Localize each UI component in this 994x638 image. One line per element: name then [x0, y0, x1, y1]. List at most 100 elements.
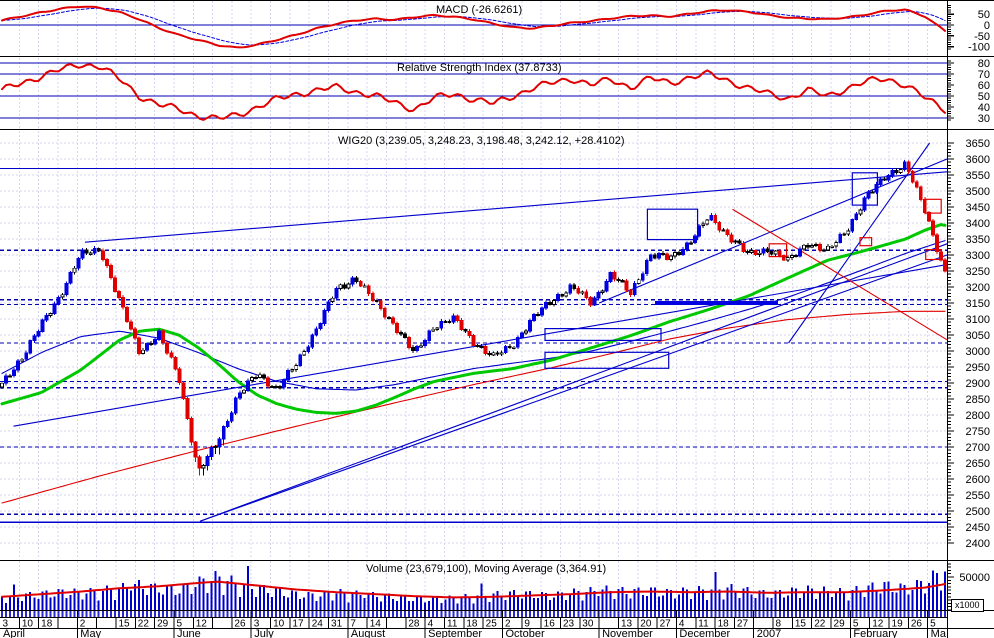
svg-text:2: 2 [80, 619, 86, 630]
svg-text:20: 20 [640, 619, 652, 630]
svg-text:2: 2 [505, 619, 511, 630]
svg-text:3150: 3150 [966, 298, 990, 310]
svg-text:2750: 2750 [966, 426, 990, 438]
price-panel-title: WIG20 (3,239.05, 3,248.23, 3,198.48, 3,2… [338, 135, 625, 147]
svg-text:2800: 2800 [966, 410, 990, 422]
svg-text:18: 18 [466, 619, 478, 630]
svg-text:October: October [505, 628, 544, 638]
volume-panel[interactable] [1, 561, 946, 610]
svg-text:3: 3 [3, 619, 9, 630]
volume-panel-title: Volume (23,679,100), Moving Average (3,3… [366, 563, 607, 575]
macd-panel-title: MACD (-26.6261) [436, 4, 523, 16]
svg-text:2550: 2550 [966, 490, 990, 502]
svg-text:5: 5 [930, 619, 936, 630]
svg-text:14: 14 [370, 619, 382, 630]
svg-text:4: 4 [679, 619, 685, 630]
svg-text:15: 15 [118, 619, 130, 630]
svg-text:25: 25 [486, 619, 498, 630]
price-panel[interactable] [0, 131, 947, 559]
svg-text:2950: 2950 [966, 362, 990, 374]
svg-text:2400: 2400 [966, 538, 990, 550]
svg-text:28: 28 [408, 619, 420, 630]
svg-text:2500: 2500 [966, 506, 990, 518]
svg-text:29: 29 [157, 619, 169, 630]
macd-panel[interactable] [0, 1, 947, 56]
svg-text:70: 70 [978, 69, 990, 81]
svg-text:12: 12 [872, 619, 884, 630]
svg-text:2007: 2007 [757, 628, 781, 638]
svg-text:60: 60 [978, 80, 990, 92]
svg-text:11: 11 [698, 619, 709, 630]
candlesticks[interactable] [0, 160, 947, 476]
svg-text:-100: -100 [968, 42, 990, 54]
svg-text:November: November [602, 628, 653, 638]
svg-text:16: 16 [544, 619, 556, 630]
svg-text:50000: 50000 [959, 572, 990, 584]
svg-text:2850: 2850 [966, 394, 990, 406]
svg-text:29: 29 [834, 619, 846, 630]
svg-text:3650: 3650 [966, 138, 990, 150]
svg-text:24: 24 [312, 619, 324, 630]
svg-text:50: 50 [978, 9, 990, 21]
svg-text:10: 10 [273, 619, 285, 630]
svg-text:30: 30 [582, 619, 594, 630]
svg-text:May: May [80, 628, 101, 638]
svg-text:-50: -50 [974, 31, 990, 43]
svg-text:0: 0 [984, 20, 990, 32]
svg-text:19: 19 [892, 619, 904, 630]
svg-text:3300: 3300 [966, 250, 990, 262]
svg-text:3450: 3450 [966, 202, 990, 214]
svg-text:June: June [177, 628, 201, 638]
svg-text:5: 5 [853, 619, 859, 630]
svg-text:3550: 3550 [966, 170, 990, 182]
svg-text:12: 12 [196, 619, 208, 630]
svg-text:3200: 3200 [966, 282, 990, 294]
svg-text:2600: 2600 [966, 474, 990, 486]
svg-text:18: 18 [41, 619, 53, 630]
svg-text:11: 11 [447, 619, 458, 630]
svg-text:10: 10 [22, 619, 34, 630]
svg-text:2700: 2700 [966, 442, 990, 454]
svg-text:Ma: Ma [931, 628, 947, 638]
svg-text:April: April [3, 628, 25, 638]
svg-text:February: February [853, 628, 898, 638]
svg-text:4: 4 [428, 619, 434, 630]
svg-text:3600: 3600 [966, 154, 990, 166]
svg-text:July: July [254, 628, 274, 638]
svg-text:23: 23 [563, 619, 575, 630]
svg-text:3050: 3050 [966, 330, 990, 342]
svg-text:27: 27 [737, 619, 749, 630]
svg-text:3500: 3500 [966, 186, 990, 198]
svg-text:50: 50 [978, 91, 990, 103]
trendlines[interactable] [13, 142, 948, 522]
svg-text:5: 5 [176, 619, 182, 630]
svg-text:3: 3 [254, 619, 260, 630]
volume-unit-label: x1000 [951, 599, 984, 612]
svg-text:26: 26 [911, 619, 923, 630]
svg-text:18: 18 [718, 619, 730, 630]
svg-text:9: 9 [524, 619, 530, 630]
svg-text:3100: 3100 [966, 314, 990, 326]
svg-text:August: August [351, 628, 385, 638]
svg-text:3350: 3350 [966, 234, 990, 246]
svg-text:22: 22 [814, 619, 826, 630]
svg-text:3400: 3400 [966, 218, 990, 230]
svg-text:8: 8 [776, 619, 782, 630]
svg-text:7: 7 [350, 619, 356, 630]
rsi-panel-title: Relative Strength Index (37.8733) [397, 62, 562, 74]
svg-text:September: September [428, 628, 482, 638]
svg-text:December: December [679, 628, 730, 638]
svg-text:2650: 2650 [966, 458, 990, 470]
svg-text:22: 22 [138, 619, 150, 630]
svg-text:2900: 2900 [966, 378, 990, 390]
svg-text:27: 27 [660, 619, 672, 630]
rsi-panel[interactable] [0, 58, 947, 129]
svg-text:15: 15 [795, 619, 807, 630]
svg-text:40: 40 [978, 102, 990, 114]
svg-text:3250: 3250 [966, 266, 990, 278]
svg-text:30: 30 [978, 113, 990, 125]
svg-text:80: 80 [978, 58, 990, 70]
